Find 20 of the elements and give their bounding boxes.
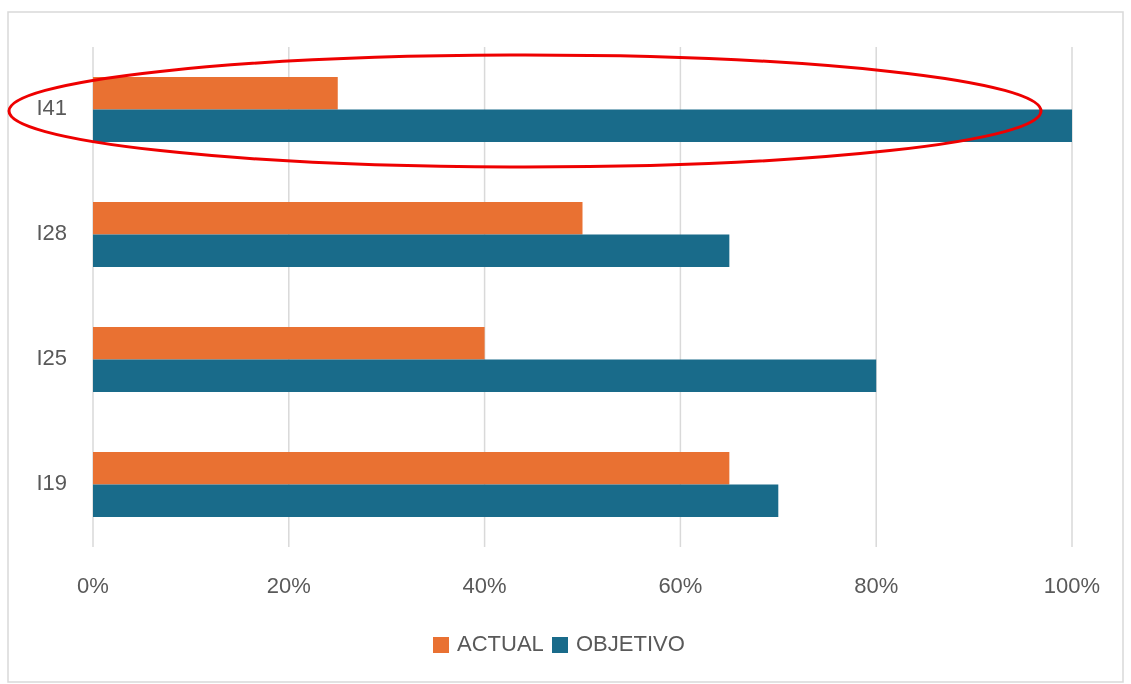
x-tick-label: 40%	[462, 573, 507, 598]
x-tick-label: 100%	[1043, 573, 1101, 598]
x-tick-label: 60%	[658, 573, 703, 598]
legend-label: ACTUAL	[457, 630, 544, 656]
y-tick-label: I19	[36, 470, 67, 496]
y-tick-label: I41	[36, 95, 67, 121]
bar	[93, 109, 1072, 142]
y-tick-label: I28	[36, 220, 67, 246]
bar	[93, 452, 730, 485]
x-tick-label: 20%	[266, 573, 311, 598]
x-tick-label: 80%	[854, 573, 899, 598]
x-tick-label: 0%	[77, 573, 109, 598]
bar	[93, 234, 730, 267]
bar	[93, 484, 779, 517]
bar	[93, 327, 485, 360]
legend-label: OBJETIVO	[576, 630, 685, 656]
bar	[93, 77, 338, 110]
bar	[93, 202, 583, 235]
bar	[93, 359, 877, 392]
y-tick-label: I25	[36, 345, 67, 371]
